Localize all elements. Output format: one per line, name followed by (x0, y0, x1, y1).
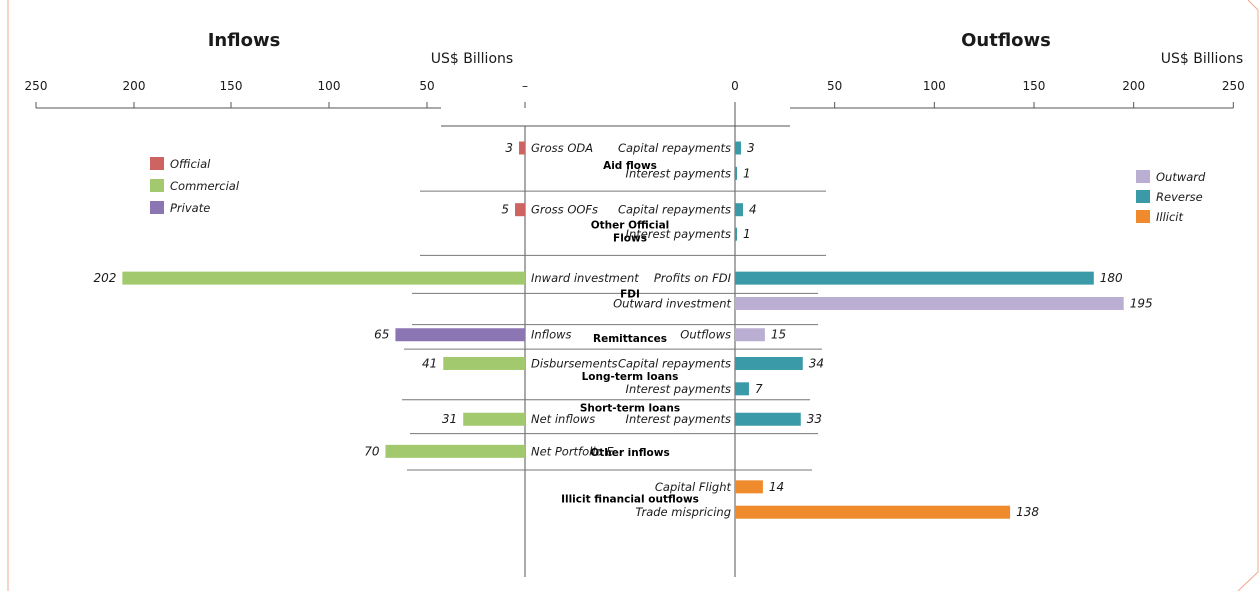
outflow-bar (735, 328, 765, 342)
inflow-value: 3 (505, 141, 513, 155)
group-name: FDI (620, 288, 640, 300)
legend-label: Private (170, 201, 210, 215)
outflow-bar (735, 480, 763, 494)
outflow-label: Interest payments (626, 227, 731, 241)
right-tick-label: 0 (731, 79, 739, 93)
inflows-unit: US$ Billions (431, 51, 513, 67)
outflow-value: 1 (743, 227, 751, 241)
legend-label: Commercial (170, 179, 240, 193)
right-tick-label: 250 (1222, 79, 1245, 93)
inflow-label: Inflows (531, 328, 572, 342)
inflow-label: Net inflows (531, 412, 595, 426)
outflow-label: Profits on FDI (654, 271, 732, 285)
left-tick-label: – (522, 79, 528, 93)
inflows-title: Inflows (208, 30, 281, 51)
legend-label: Outward (1156, 170, 1206, 184)
outflow-bar (735, 166, 737, 180)
inflow-label: Net Portfolio E (531, 444, 614, 458)
inflow-label: Inward investment (531, 271, 639, 285)
right-tick-label: 150 (1023, 79, 1046, 93)
outflow-label: Interest payments (626, 382, 731, 396)
frame-right (1237, 0, 1259, 592)
legend-label: Official (170, 157, 211, 171)
group-name: Illicit financial outflows (561, 494, 699, 506)
inflow-value: 5 (501, 203, 509, 217)
outflow-label: Outward investment (613, 296, 731, 310)
legend-label: Illicit (1156, 210, 1183, 224)
legend-label: Reverse (1156, 190, 1203, 204)
outflow-bar (735, 203, 743, 217)
legend-swatch (150, 201, 164, 214)
legend-swatch (1136, 210, 1150, 223)
inflow-value: 202 (93, 271, 116, 285)
outflow-value: 7 (755, 382, 763, 396)
legend-swatch (1136, 190, 1150, 203)
outflow-value: 1 (743, 166, 751, 180)
outflow-bar (735, 356, 803, 370)
inflow-value: 41 (422, 356, 437, 370)
group-name: Flows (613, 232, 647, 244)
outflow-bar (735, 141, 741, 155)
group-name: Other inflows (590, 447, 669, 459)
outflow-bar (735, 227, 737, 241)
inflow-bar (443, 356, 525, 370)
left-tick-label: 50 (419, 79, 434, 93)
left-tick-label: 150 (220, 79, 243, 93)
left-tick-label: 100 (318, 79, 341, 93)
outflow-value: 4 (749, 203, 757, 217)
right-tick-label: 50 (827, 79, 842, 93)
outflow-label: Outflows (680, 328, 731, 342)
inflow-label: Gross OOFs (531, 203, 598, 217)
outflow-value: 180 (1100, 271, 1123, 285)
legend-swatch (150, 179, 164, 192)
group-name: Remittances (593, 333, 667, 345)
right-tick-label: 100 (923, 79, 946, 93)
inflow-value: 70 (364, 444, 380, 458)
inflow-bar (122, 271, 526, 285)
left-tick-label: 200 (123, 79, 146, 93)
group-name: Aid flows (603, 160, 657, 172)
outflow-bar (735, 505, 1011, 519)
outflow-value: 33 (807, 412, 822, 426)
outflow-label: Capital repayments (618, 356, 731, 370)
outflow-bar (735, 271, 1094, 285)
inflow-bar (395, 328, 525, 342)
outflow-value: 3 (747, 141, 755, 155)
inflow-bar (463, 412, 525, 426)
outflow-label: Capital repayments (618, 141, 731, 155)
inflow-bar (519, 141, 525, 155)
outflow-label: Interest payments (626, 412, 731, 426)
inflow-value: 65 (374, 328, 389, 342)
inflow-label: Gross ODA (531, 141, 593, 155)
inflow-value: 31 (442, 412, 457, 426)
inflow-bar (385, 444, 525, 458)
inflow-label: Disbursements (531, 356, 618, 370)
outflow-label: Interest payments (626, 166, 731, 180)
outflow-label: Capital repayments (618, 203, 731, 217)
outflows-unit: US$ Billions (1161, 51, 1243, 67)
group-name: Long-term loans (582, 371, 679, 383)
right-tick-label: 200 (1122, 79, 1145, 93)
legend-swatch (1136, 170, 1150, 183)
outflow-value: 34 (809, 356, 824, 370)
outflow-label: Trade mispricing (635, 505, 731, 519)
outflow-bar (735, 412, 801, 426)
legend-swatch (150, 157, 164, 170)
outflow-value: 14 (769, 480, 784, 494)
group-name: Other Official (591, 219, 670, 231)
outflow-bar (735, 296, 1124, 310)
outflow-value: 138 (1016, 505, 1039, 519)
group-name: Short-term loans (580, 402, 680, 414)
inflow-bar (515, 203, 525, 217)
outflow-label: Capital Flight (655, 480, 732, 494)
outflow-value: 15 (771, 328, 786, 342)
left-tick-label: 250 (25, 79, 48, 93)
outflows-title: Outflows (961, 30, 1051, 51)
outflow-value: 195 (1130, 296, 1153, 310)
outflow-bar (735, 382, 749, 396)
